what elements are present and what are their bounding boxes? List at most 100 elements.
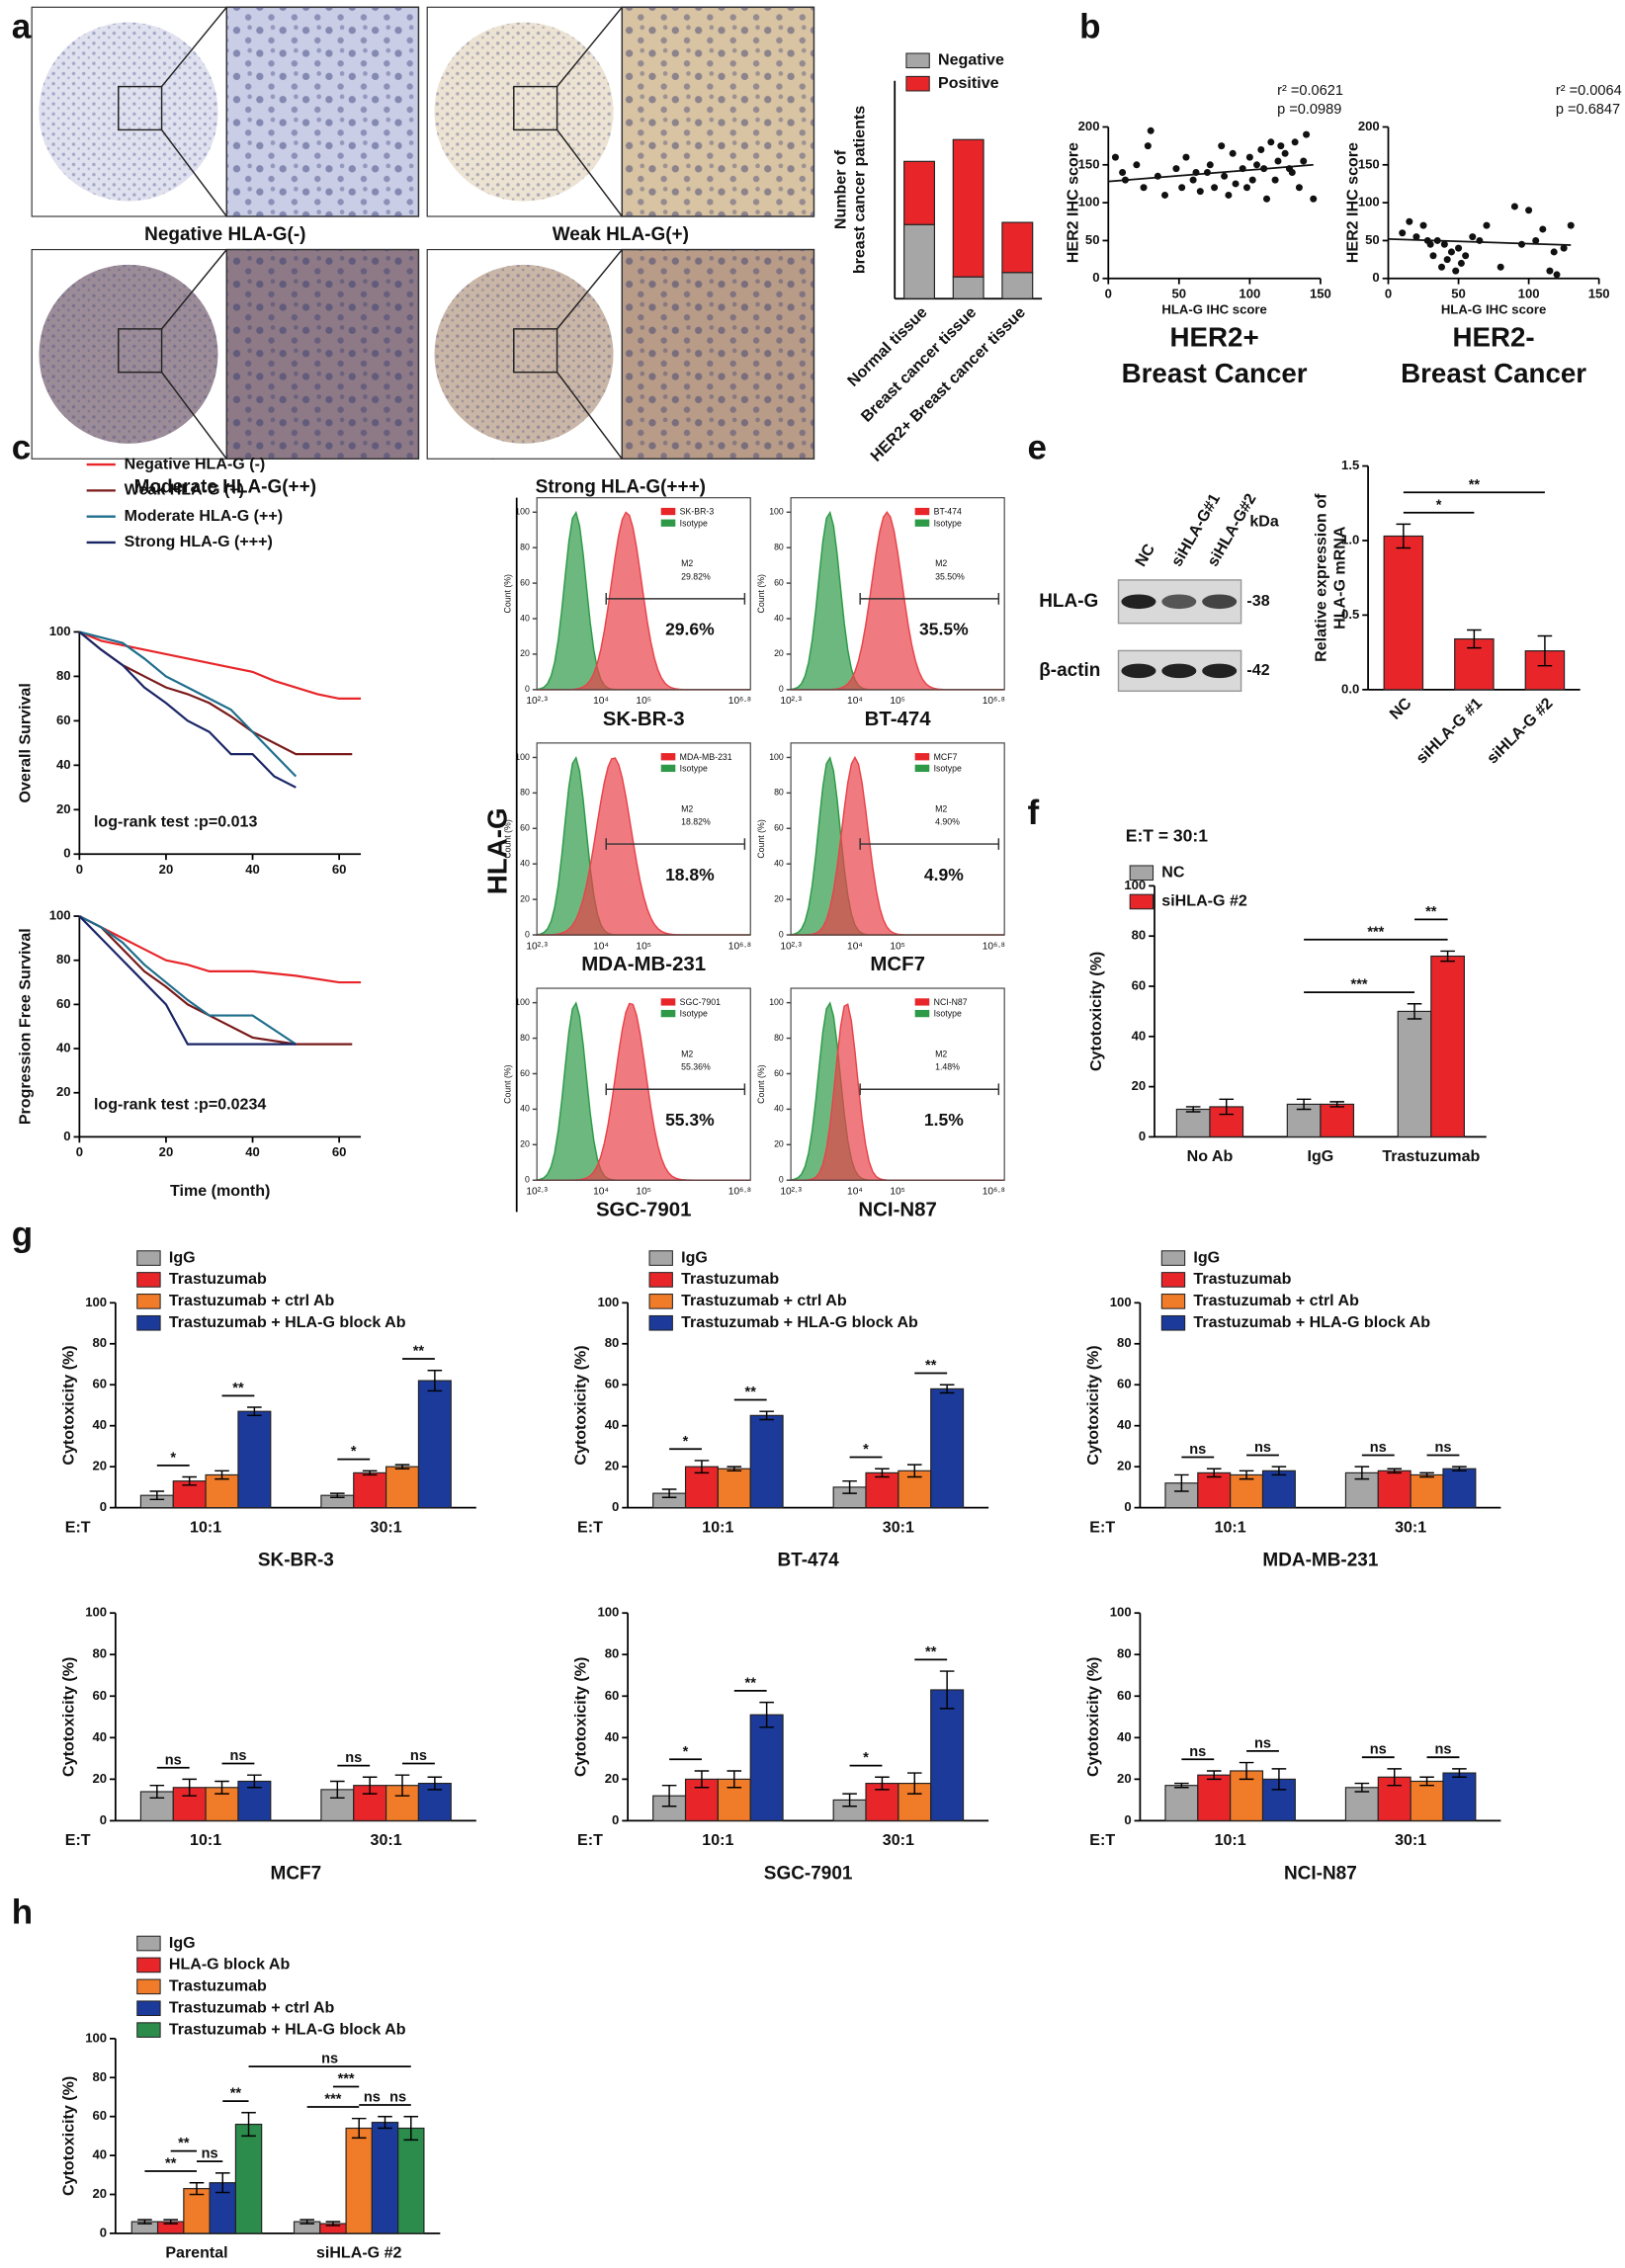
tissue-core-texture bbox=[434, 22, 614, 202]
point bbox=[1550, 248, 1558, 256]
x-axis-label: E:T bbox=[577, 1518, 603, 1536]
error-bar bbox=[247, 1774, 262, 1789]
error-bar bbox=[1271, 1768, 1287, 1791]
point bbox=[1196, 188, 1204, 196]
error-bar bbox=[325, 2221, 341, 2226]
y-tick-label: 0 bbox=[612, 1812, 619, 1827]
error-bar bbox=[214, 2172, 230, 2194]
y-axis-label: Count (%) bbox=[502, 1064, 512, 1103]
significance-label: * bbox=[1436, 497, 1442, 513]
histogram-frame bbox=[536, 497, 751, 691]
cell-line-name: MDA-MB-231 bbox=[581, 954, 706, 975]
y-axis-label: HER2 IHC score bbox=[1344, 142, 1362, 263]
legend-label: Trastuzumab bbox=[169, 1977, 267, 1995]
gate-percent: 55.36% bbox=[681, 1062, 711, 1072]
x-axis-label: E:T bbox=[1089, 1831, 1115, 1849]
y-axis-label: Cytotoxicity (%) bbox=[59, 1657, 77, 1777]
y-axis-label: Cytotoxicity (%) bbox=[59, 1345, 77, 1465]
y-tick-label: 100 bbox=[85, 1295, 107, 1309]
y-tick-label: 200 bbox=[1358, 119, 1380, 133]
legend-label: NC bbox=[1161, 863, 1185, 881]
legend-swatch bbox=[136, 1294, 161, 1309]
error-bar bbox=[1407, 1003, 1422, 1020]
x-tick-label: 150 bbox=[1588, 286, 1610, 300]
point bbox=[1406, 217, 1413, 225]
y-tick-label: 40 bbox=[774, 613, 784, 623]
y-axis-label: Cytotoxicity (%) bbox=[1084, 1657, 1102, 1777]
error-bar bbox=[351, 2117, 367, 2140]
image-caption: Negative HLA-G(-) bbox=[144, 224, 305, 245]
error-bar bbox=[939, 1670, 955, 1710]
error-bar bbox=[394, 1464, 410, 1470]
legend-label: siHLA-G #2 bbox=[1161, 892, 1247, 910]
x-tick-label: 20 bbox=[159, 1144, 174, 1159]
point bbox=[1447, 248, 1455, 256]
gate-label: M2 bbox=[681, 1050, 693, 1059]
zoom-connector bbox=[160, 249, 227, 460]
legend-swatch bbox=[1129, 865, 1155, 882]
significance-label: ns bbox=[202, 2146, 218, 2162]
error-bar bbox=[149, 1490, 165, 1501]
x-tick-label: 10⁵ bbox=[636, 941, 651, 952]
point bbox=[1497, 263, 1504, 271]
gate-percent: 4.90% bbox=[935, 816, 960, 826]
legend-label: Trastuzumab + HLA-G block Ab bbox=[169, 2020, 406, 2038]
y-tick-label: 40 bbox=[520, 859, 530, 869]
y-tick-label: 60 bbox=[520, 823, 530, 833]
y-axis-label: HER2 IHC score bbox=[1064, 142, 1081, 263]
point bbox=[1539, 225, 1547, 233]
x-tick-label: siHLA-G #2 bbox=[1484, 695, 1557, 768]
point bbox=[1271, 176, 1279, 184]
y-tick-label: 80 bbox=[774, 542, 784, 551]
y-tick-label: 0 bbox=[1372, 270, 1379, 285]
point bbox=[1232, 180, 1240, 188]
y-tick-label: 20 bbox=[92, 1459, 107, 1473]
protein-label: HLA-G bbox=[1039, 591, 1098, 612]
chart-title: MCF7 bbox=[271, 1863, 322, 1884]
point bbox=[1263, 195, 1271, 203]
isotype-histogram bbox=[790, 1001, 1005, 1181]
point bbox=[1438, 263, 1446, 271]
gate-line bbox=[859, 1083, 1000, 1096]
legend-label: Positive bbox=[938, 74, 999, 92]
legend-label: Strong HLA-G (+++) bbox=[125, 533, 273, 550]
y-tick-label: 0 bbox=[100, 1812, 107, 1827]
point bbox=[1111, 153, 1119, 161]
error-bar bbox=[137, 2219, 152, 2225]
y-tick-label: 0 bbox=[779, 929, 784, 939]
point bbox=[1182, 153, 1190, 161]
bar bbox=[397, 2127, 425, 2234]
error-bar bbox=[394, 1774, 410, 1797]
error-bar bbox=[362, 1776, 378, 1795]
x-tick-label: 10:1 bbox=[190, 1518, 221, 1536]
gate-line bbox=[605, 1083, 746, 1096]
bar bbox=[930, 1387, 965, 1509]
error-bar bbox=[694, 1460, 710, 1474]
chart-title: BT-474 bbox=[778, 1551, 840, 1571]
significance-label: * bbox=[683, 1744, 689, 1760]
point bbox=[1291, 138, 1299, 146]
y-tick-label: 40 bbox=[605, 1417, 620, 1432]
legend-label: Trastuzumab + HLA-G block Ab bbox=[169, 1313, 406, 1331]
y-tick-label: 60 bbox=[520, 577, 530, 587]
y-axis-label: Count (%) bbox=[756, 819, 766, 858]
legend-swatch bbox=[136, 1957, 161, 1974]
x-tick-label: 0 bbox=[76, 862, 83, 877]
gate-percent: 1.48% bbox=[935, 1062, 960, 1072]
point bbox=[1225, 191, 1233, 199]
point bbox=[1277, 142, 1285, 150]
error-bar bbox=[1419, 1776, 1434, 1787]
error-bar bbox=[842, 1793, 857, 1807]
x-tick-label: Trastuzumab bbox=[1382, 1147, 1480, 1165]
y-axis-label: Count (%) bbox=[756, 1064, 766, 1103]
annotation: r² =0.0064 bbox=[1556, 83, 1622, 99]
legend-swatch bbox=[648, 1250, 673, 1266]
legend-swatch bbox=[136, 1935, 161, 1952]
blot-band bbox=[1202, 594, 1238, 610]
legend-swatch bbox=[1129, 893, 1155, 910]
annotation: r² =0.0621 bbox=[1277, 83, 1343, 99]
gate-line bbox=[859, 593, 1000, 605]
legend-label: Isotype bbox=[934, 763, 962, 773]
point bbox=[1288, 168, 1296, 176]
y-tick-label: 100 bbox=[85, 1605, 107, 1620]
